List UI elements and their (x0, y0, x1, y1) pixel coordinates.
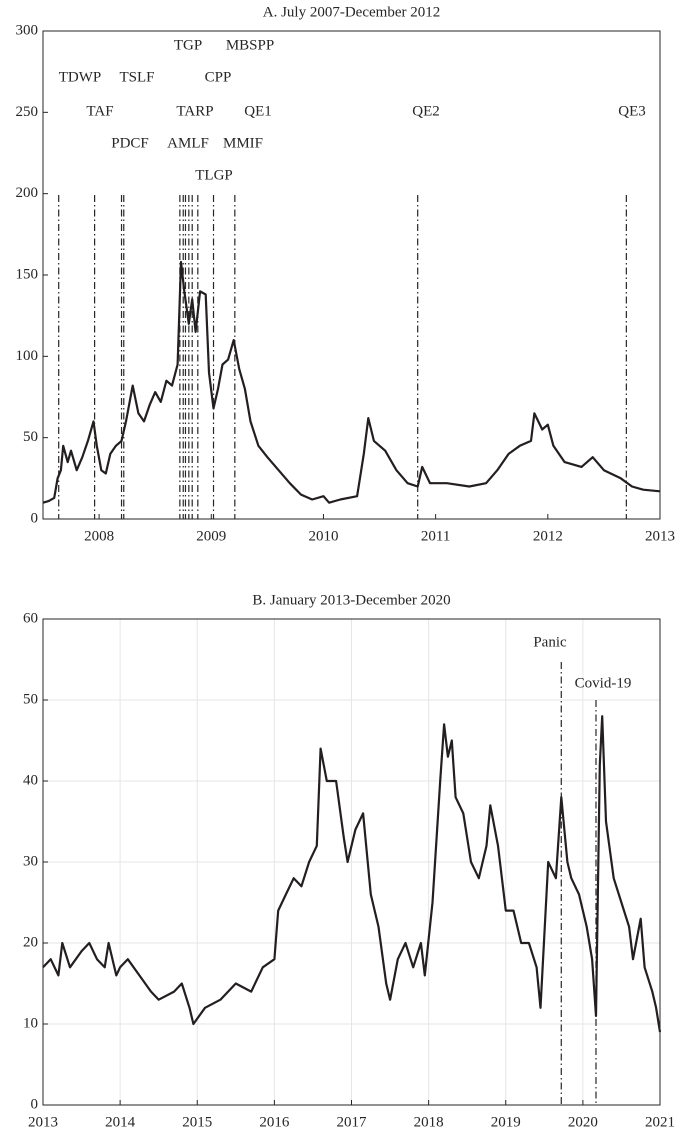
chart-title: A. July 2007-December 2012 (263, 4, 440, 20)
x-tick-label: 2008 (84, 528, 114, 544)
event-label: QE3 (618, 103, 646, 119)
event-label: TLGP (195, 167, 233, 183)
event-label: AMLF (167, 135, 209, 151)
y-tick-label: 250 (16, 104, 39, 120)
x-tick-label: 2012 (533, 528, 563, 544)
x-tick-label: 2020 (568, 1114, 598, 1130)
x-tick-label: 2015 (182, 1114, 212, 1130)
x-tick-label: 2014 (105, 1114, 136, 1130)
x-tick-label: 2013 (645, 528, 675, 544)
y-tick-label: 100 (16, 348, 39, 364)
x-tick-label: 2009 (196, 528, 226, 544)
y-tick-label: 40 (23, 772, 38, 788)
event-label: QE1 (244, 103, 272, 119)
y-tick-label: 200 (16, 185, 39, 201)
y-tick-label: 10 (23, 1015, 38, 1031)
event-label: TAF (86, 103, 113, 119)
x-tick-label: 2019 (491, 1114, 521, 1130)
x-tick-label: 2011 (421, 528, 450, 544)
event-label: QE2 (412, 103, 440, 119)
event-label: Covid-19 (575, 675, 632, 691)
y-tick-label: 50 (23, 691, 38, 707)
y-tick-label: 300 (16, 22, 39, 38)
y-tick-label: 30 (23, 853, 38, 869)
event-label: TARP (176, 103, 213, 119)
x-tick-label: 2010 (308, 528, 338, 544)
event-label: CPP (205, 69, 232, 85)
series-line (42, 260, 661, 504)
y-tick-label: 150 (16, 266, 39, 282)
plot-frame (42, 30, 661, 520)
event-label: MMIF (223, 135, 263, 151)
x-tick-label: 2017 (337, 1114, 368, 1130)
event-label: TSLF (119, 69, 154, 85)
event-label: TDWP (59, 69, 102, 85)
plot-frame (42, 618, 661, 1106)
x-tick-label: 2021 (645, 1114, 675, 1130)
event-label: TGP (174, 37, 202, 53)
chart-title: B. January 2013-December 2020 (252, 592, 450, 608)
event-label: PDCF (111, 135, 149, 151)
x-tick-label: 2016 (259, 1114, 290, 1130)
y-tick-label: 50 (23, 429, 38, 445)
series-line (42, 715, 662, 1033)
y-tick-label: 0 (31, 510, 39, 526)
y-tick-label: 60 (23, 610, 38, 626)
y-tick-label: 20 (23, 934, 38, 950)
event-label: MBSPP (226, 37, 274, 53)
y-tick-label: 0 (31, 1096, 39, 1112)
event-label: Panic (533, 634, 567, 650)
x-tick-label: 2013 (28, 1114, 58, 1130)
x-tick-label: 2018 (414, 1114, 444, 1130)
